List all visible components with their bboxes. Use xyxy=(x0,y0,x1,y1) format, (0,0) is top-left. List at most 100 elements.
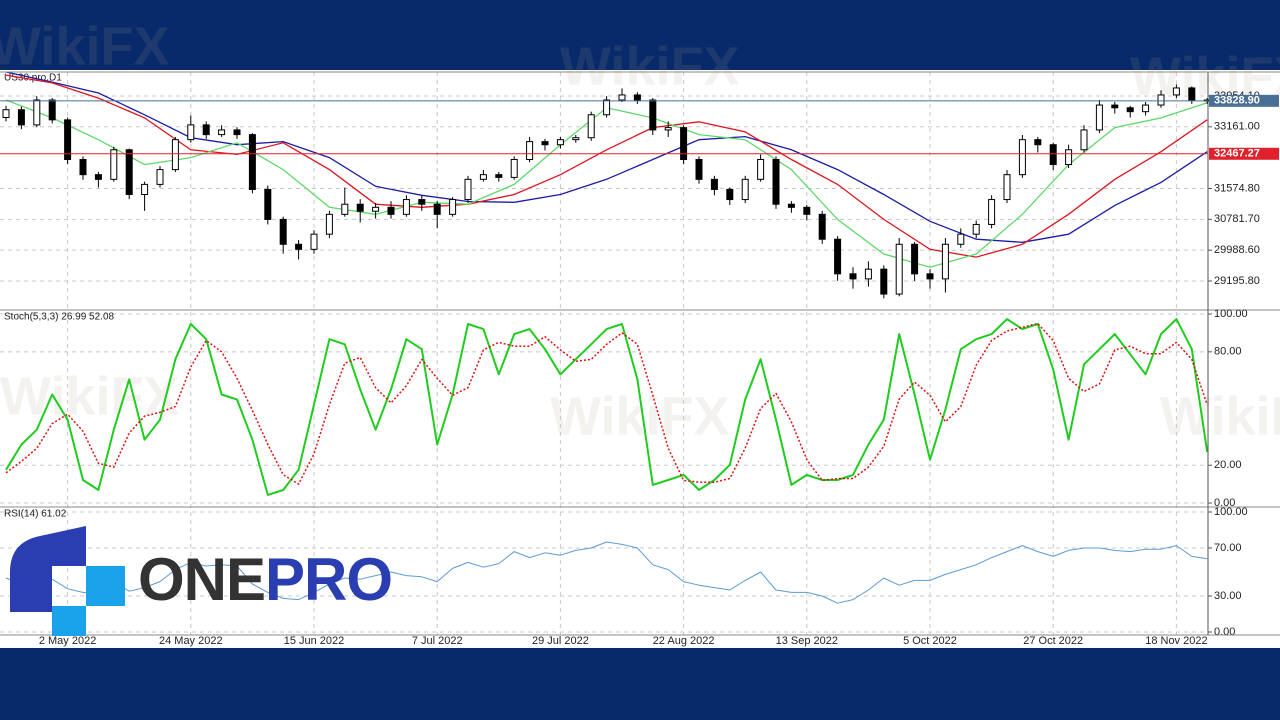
moving-average xyxy=(5,71,1208,243)
y-tick-label: 20.00 xyxy=(1214,459,1242,471)
candle-body xyxy=(618,94,626,101)
plot: 2 May 2022 24 May 2022 15 Jun 2022 7 Jul 20… xyxy=(0,71,1280,647)
candle-body xyxy=(695,159,703,180)
x-tick-label: 24 May 2022 xyxy=(159,635,223,647)
candle-body xyxy=(834,238,842,275)
candle-body xyxy=(156,169,164,185)
candle-body xyxy=(479,174,487,180)
y-tick-label: 70.00 xyxy=(1214,542,1242,554)
candle-body xyxy=(402,199,410,215)
candle-body xyxy=(526,141,534,161)
candle-body xyxy=(849,273,857,280)
candle-body xyxy=(726,188,734,201)
logo-square xyxy=(52,606,86,636)
candle-body xyxy=(510,159,518,178)
candle-body xyxy=(864,268,872,280)
candle-body xyxy=(1126,107,1134,113)
watermark: WikiFX xyxy=(1160,386,1280,446)
candle-body xyxy=(572,137,580,141)
y-tick-label: 30.00 xyxy=(1214,590,1242,602)
candle-body xyxy=(633,94,641,101)
logo-mark xyxy=(10,526,86,612)
candle-body xyxy=(541,141,549,146)
candle-body xyxy=(1095,104,1103,131)
candle-body xyxy=(787,203,795,208)
price-label-box xyxy=(1209,147,1279,160)
candle-body xyxy=(64,119,72,161)
candle-body xyxy=(1142,104,1150,113)
candle-body xyxy=(449,199,457,215)
indicator-line xyxy=(5,541,1208,604)
x-tick-label: 2 May 2022 xyxy=(39,635,96,647)
candle-body xyxy=(433,203,441,215)
candle-body xyxy=(264,188,272,220)
candle-body xyxy=(1018,139,1026,176)
candle-body xyxy=(387,206,395,215)
price-label: 33828.90 xyxy=(1214,95,1260,107)
moving-average xyxy=(5,74,1208,258)
candle-body xyxy=(803,206,811,215)
candle-body xyxy=(957,233,965,245)
candle-body xyxy=(556,139,564,146)
candle-body xyxy=(418,199,426,205)
y-tick-label: 30781.70 xyxy=(1214,213,1260,225)
y-tick-label: 29195.80 xyxy=(1214,275,1260,287)
candle-body xyxy=(125,149,133,195)
candle-body xyxy=(1157,94,1165,106)
y-tick-label: 80.00 xyxy=(1214,346,1242,358)
candle-body xyxy=(880,268,888,295)
candle-body xyxy=(772,159,780,205)
candle-body xyxy=(141,183,149,195)
candle-body xyxy=(17,109,25,126)
candle-body xyxy=(911,243,919,275)
y-tick-label: 0.00 xyxy=(1214,626,1235,638)
candle-body xyxy=(33,99,41,126)
x-tick-label: 7 Jul 2022 xyxy=(412,635,463,647)
x-tick-label: 18 Nov 2022 xyxy=(1145,635,1207,647)
candle-body xyxy=(757,159,765,180)
x-tick-label: 22 Aug 2022 xyxy=(653,635,715,647)
y-tick-label: 100.00 xyxy=(1214,506,1248,518)
x-tick-label: 15 Jun 2022 xyxy=(284,635,345,647)
x-tick-label: 5 Oct 2022 xyxy=(903,635,957,647)
logo-one: ONE xyxy=(138,546,265,613)
watermark: WikiFX xyxy=(560,36,740,96)
candle-body xyxy=(972,223,980,235)
candle-body xyxy=(171,139,179,171)
indicator-line xyxy=(5,322,1208,485)
y-tick-label: 31574.80 xyxy=(1214,182,1260,194)
candle-body xyxy=(372,206,380,212)
watermarks: WikiFX WikiFX WikiFX WikiFX WikiFX WikiF… xyxy=(0,16,1280,446)
candle-body xyxy=(295,243,303,250)
candle-body xyxy=(279,218,287,245)
candle-body xyxy=(710,178,718,190)
candle-body xyxy=(233,129,241,136)
y-tick-label: 100.00 xyxy=(1214,308,1248,320)
candle-body xyxy=(649,99,657,131)
candle-body xyxy=(587,114,595,139)
logo-text: ONEPRO xyxy=(138,546,392,613)
candle-body xyxy=(664,127,672,131)
price-label: 32467.27 xyxy=(1214,148,1260,160)
candle-body xyxy=(79,159,87,176)
watermark: WikiFX xyxy=(0,16,170,76)
y-tick-label: 0.00 xyxy=(1214,497,1235,509)
candle-body xyxy=(603,99,611,116)
candle-body xyxy=(495,174,503,178)
candle-body xyxy=(187,124,195,141)
x-tick-label: 29 Jul 2022 xyxy=(532,635,589,647)
watermark: WikiFX xyxy=(0,366,180,426)
candle-body xyxy=(1080,129,1088,151)
candle-body xyxy=(2,109,10,118)
candle-body xyxy=(248,134,256,190)
candle-body xyxy=(356,203,364,212)
x-tick-label: 13 Sep 2022 xyxy=(776,635,838,647)
candle-body xyxy=(94,174,102,180)
candle-body xyxy=(325,213,333,235)
candle-body xyxy=(741,178,749,201)
candle-body xyxy=(1034,139,1042,146)
panel-title: Stoch(5,3,3) 26.99 52.08 xyxy=(4,312,115,323)
candle-body xyxy=(341,203,349,215)
candle-body xyxy=(1172,87,1180,96)
candle-body xyxy=(202,124,210,136)
